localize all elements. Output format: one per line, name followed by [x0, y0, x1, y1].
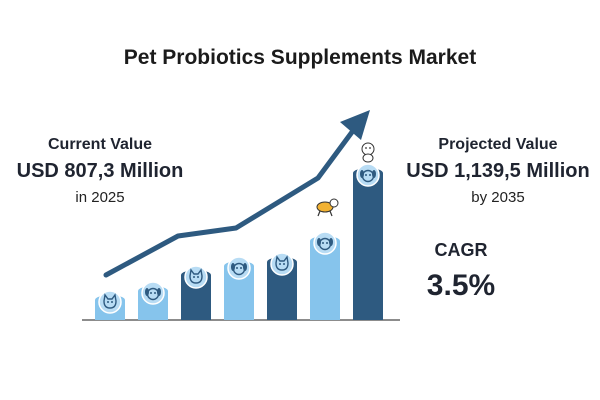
cat-icon: [184, 265, 208, 289]
icon-badge: [313, 231, 337, 255]
pet-eye: [369, 147, 371, 149]
sitting-dog-icon: [361, 142, 375, 163]
icon-eye: [111, 301, 113, 303]
current-value-amount: USD 807,3 Million: [16, 160, 184, 182]
icon-badge: [141, 281, 165, 305]
pet-body: [362, 153, 374, 163]
icon-eye: [326, 242, 328, 244]
dog-leg: [329, 210, 333, 217]
dog-ear-left: [360, 170, 364, 178]
cat-face: [103, 293, 117, 309]
cat-icon: [98, 290, 122, 314]
dog-ear-left: [145, 288, 149, 296]
dog-head: [329, 198, 339, 208]
dog-ear-right: [243, 263, 247, 271]
dog-ear-right: [329, 238, 333, 246]
icon-eye: [154, 292, 156, 294]
trend-arrow-head: [340, 110, 370, 140]
icon-eye: [197, 276, 199, 278]
projected-value-amount: USD 1,139,5 Million: [406, 160, 590, 182]
chart-title: Pet Probiotics Supplements Market: [123, 46, 477, 69]
running-dog-icon: [316, 198, 339, 217]
icon-eye: [236, 267, 238, 269]
trend-arrow-line: [103, 125, 358, 278]
cagr-label: CAGR: [434, 240, 488, 260]
icon-eye: [107, 301, 109, 303]
projected-value-block: Projected Value USD 1,139,5 Million by 2…: [396, 136, 600, 206]
icon-badge: [227, 256, 251, 280]
projected-value-label: Projected Value: [438, 136, 558, 153]
cat-face: [275, 255, 289, 271]
icon-eye: [279, 263, 281, 265]
icon-eye: [193, 276, 195, 278]
dog-ear-left: [231, 263, 235, 271]
cagr-block: CAGR 3.5%: [396, 240, 526, 303]
pet-eye: [365, 147, 367, 149]
bar-body: [353, 173, 383, 320]
current-value-label: Current Value: [47, 136, 153, 153]
projected-value-year: by 2035: [471, 189, 525, 206]
current-value-block: Current Value USD 807,3 Million in 2025: [0, 136, 200, 206]
pet-head: [361, 142, 375, 156]
cagr-value: 3.5%: [426, 269, 496, 302]
icon-eye: [322, 242, 324, 244]
icon-eye: [283, 263, 285, 265]
icon-badge: [356, 163, 380, 187]
bar-7: [353, 168, 383, 320]
dog-icon: [356, 163, 380, 187]
dog-leg: [317, 210, 321, 217]
dog-icon: [227, 256, 251, 280]
icon-eye: [365, 174, 367, 176]
dog-icon: [313, 231, 337, 255]
dog-ear-left: [317, 238, 321, 246]
current-value-year: in 2025: [75, 189, 125, 206]
icon-eye: [150, 292, 152, 294]
icon-badge: [184, 265, 208, 289]
icon-eye: [240, 267, 242, 269]
dog-icon: [141, 281, 165, 305]
cat-icon: [270, 252, 294, 276]
dog-ear-right: [157, 288, 161, 296]
cat-face: [189, 268, 203, 284]
dog-ear-right: [372, 170, 376, 178]
icon-badge: [98, 290, 122, 314]
icon-eye: [369, 174, 371, 176]
icon-badge: [270, 252, 294, 276]
